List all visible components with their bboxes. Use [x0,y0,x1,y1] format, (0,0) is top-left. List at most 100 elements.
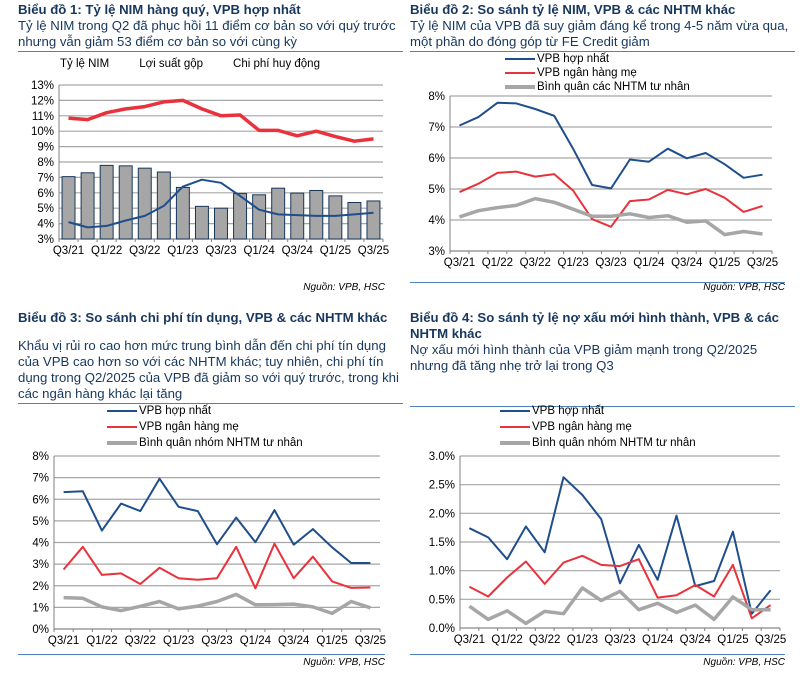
legend-item: Tỷ lệ NIM [60,58,109,70]
y-tick-label: 6% [428,153,445,165]
chart-panel-2: Biểu đồ 2: So sánh tỷ lệ NIM, VPB & các … [410,0,795,52]
legend-swatch [500,410,530,412]
legend-label: VPB hợp nhất [537,53,610,65]
legend-item: VPB ngân hàng mẹ [107,420,303,434]
legend-label: VPB hợp nhất [532,405,605,417]
x-tick-label: Q3/24 [282,245,314,257]
legend-item: Chi phí huy động [233,58,320,70]
bar [61,176,76,240]
chart-panel-4: Biểu đồ 4: So sánh tỷ lệ nợ xấu mới hình… [410,310,795,407]
x-tick-label: Q3/23 [205,245,236,257]
x-tick-label: Q1/25 [709,257,740,269]
legend-item: VPB hợp nhất [107,404,303,418]
y-tick-label: 3% [428,246,445,258]
x-tick-label: Q1/22 [91,245,122,257]
series-line-vpb-ngân-hàng-mẹ [468,554,772,620]
legend-item: Bình quân nhóm NHTM tư nhân [500,436,696,450]
bar [214,207,228,240]
series-line-vpb-hợp-nhất [459,101,763,190]
x-tick-label: Q3/23 [201,635,232,647]
series-line-bình-quân-nhóm-nhtm-tư-nhân [63,592,371,616]
x-tick-label: Q1/24 [243,245,275,257]
y-tick-label: 6% [32,494,49,506]
chart-1-source: Nguồn: VPB, HSC [303,282,385,293]
y-tick-label: 11% [32,111,54,123]
x-tick-label: Q3/22 [520,257,551,269]
x-tick-label: Q3/22 [129,245,160,257]
chart-4-subtitle: Nợ xấu mới hình thành của VPB giảm mạnh … [410,342,758,373]
y-tick-label: 2.0% [429,508,455,520]
x-tick-label: Q1/23 [567,634,598,646]
legend-label: VPB ngân hàng mẹ [139,421,239,433]
chart-3-legend: VPB hợp nhất VPB ngân hàng mẹ Bình quân … [107,404,303,450]
x-tick-label: Q3/22 [529,634,560,646]
legend-label: Bình quân nhóm NHTM tư nhân [532,437,696,449]
series-line-bình-quân-nhóm-nhtm-tư-nhân [468,586,771,626]
y-tick-label: 5% [32,516,49,528]
chart-2-legend: VPB hợp nhất VPB ngân hàng mẹ Bình quân … [505,52,690,94]
series-line-vpb-ngân-hàng-mẹ [459,170,763,228]
chart-1-title: Biểu đồ 1: Tỷ lệ NIM hàng quý, VPB hợp n… [18,2,301,17]
chart-panel-1: Biểu đồ 1: Tỷ lệ NIM hàng quý, VPB hợp n… [18,0,403,52]
legend-item: VPB hợp nhất [500,404,696,418]
bar [175,186,190,240]
y-tick-label: 10% [31,126,54,138]
legend-swatch [500,426,530,428]
bar [137,167,152,240]
x-tick-label: Q1/24 [633,257,665,269]
x-tick-label: Q3/23 [595,257,626,269]
bar [233,193,248,240]
chart-1-divider [18,51,403,52]
y-tick-label: 8% [37,157,54,169]
chart-4-legend: VPB hợp nhất VPB ngân hàng mẹ Bình quân … [500,404,696,450]
chart-4-plot: 0.0% 0.5% 1.0% 1.5% 2.0% 2.5% 3.0% Q3/21 Q1/22 Q3… [429,451,786,646]
legend-label: VPB ngân hàng mẹ [537,67,637,79]
y-tick-label: 2% [32,581,49,593]
x-tick-label: Q3/23 [604,634,635,646]
chart-1-plot: 3% 4% 5% 6% 7% 8% 9% 10% 11% 12% 13% Q3/21 Q1/22 Q3/2… [31,80,389,257]
x-tick-label: Q3/25 [358,245,389,257]
y-tick-label: 7% [428,122,445,134]
y-tick-label: 6% [37,188,54,200]
bar [366,200,381,240]
y-tick-label: 8% [428,91,445,103]
legend-item: VPB ngân hàng mẹ [505,66,690,80]
bar [347,202,362,240]
chart-4-title: Biểu đồ 4: So sánh tỷ lệ nợ xấu mới hình… [410,310,780,341]
bar [194,205,209,240]
chart-4-divider [410,406,795,407]
legend-label: VPB hợp nhất [139,405,212,417]
x-tick-label: Q1/25 [316,635,347,647]
x-tick-label: Q3/25 [747,257,778,269]
legend-swatch [500,441,530,445]
legend-label: Tỷ lệ NIM [60,58,110,70]
y-tick-label: 3% [32,559,49,571]
y-tick-label: 3% [37,234,54,246]
y-tick-label: 5% [428,184,445,196]
x-tick-label: Q3/21 [444,257,475,269]
y-tick-label: 9% [37,142,54,154]
bar [80,172,95,240]
y-tick-label: 3.0% [429,451,455,463]
chart-1-subtitle: Tỷ lệ NIM trong Q2 đã phục hồi 11 điểm c… [18,18,396,49]
legend-swatch [505,58,535,60]
legend-item: VPB hợp nhất [505,52,690,66]
legend-label: Chi phí huy động [233,58,320,70]
legend-label: Lợi suất gộp [139,58,204,70]
chart-4-bottom-divider [410,654,785,655]
y-tick-label: 8% [32,451,49,463]
legend-swatch [505,72,535,74]
chart-panel-3: Biểu đồ 3: So sánh chi phí tín dụng, VPB… [18,310,403,404]
legend-swatch [107,441,137,445]
x-tick-label: Q1/23 [557,257,588,269]
chart-2-title: Biểu đồ 2: So sánh tỷ lệ NIM, VPB & các … [410,2,736,17]
y-tick-label: 12% [31,95,54,107]
x-tick-label: Q3/24 [278,635,310,647]
chart-3-divider [18,403,403,404]
y-tick-label: 7% [32,473,49,485]
chart-3-source: Nguồn: VPB, HSC [303,657,385,668]
x-tick-label: Q1/25 [320,245,351,257]
series-line-vpb-ngân-hàng-mẹ [62,542,371,590]
y-tick-label: 1.0% [429,566,455,578]
bar [252,194,267,240]
